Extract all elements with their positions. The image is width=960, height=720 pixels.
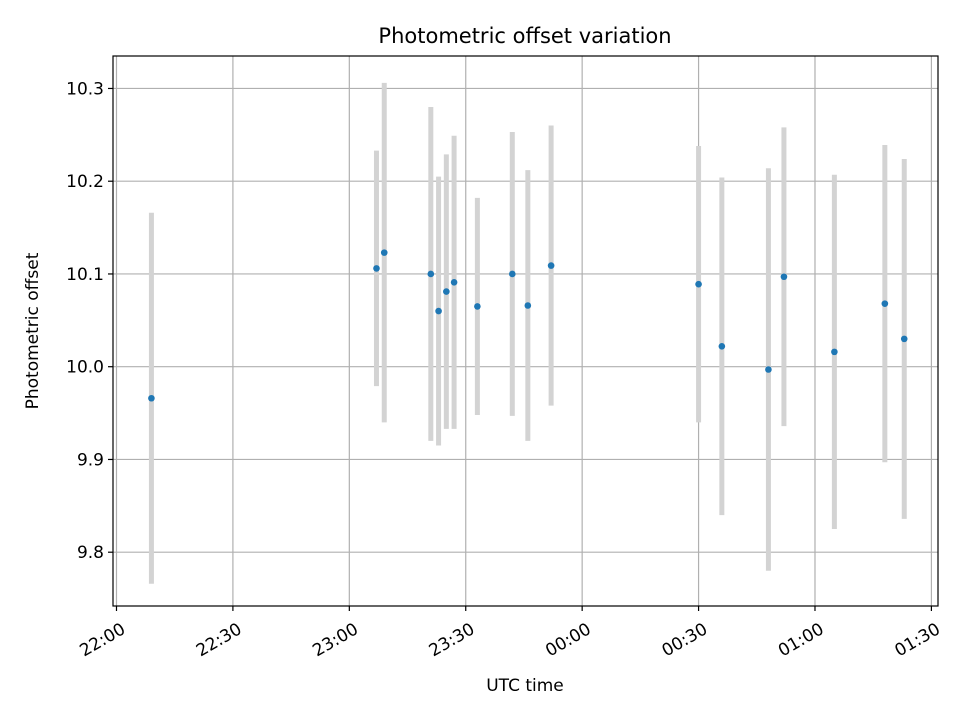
plot-frame [112,55,939,607]
data-point [881,300,889,307]
y-tick-label: 9.8 [77,543,104,563]
data-point [474,303,481,310]
data-point [765,366,772,373]
data-point [435,307,442,315]
data-point [450,279,458,286]
data-point [900,335,908,343]
y-tick-label: 9.9 [77,450,104,470]
data-point [547,262,555,269]
y-tick-label: 10.3 [66,79,104,99]
data-point [524,302,532,309]
data-point [718,343,726,350]
data-points [148,249,908,402]
data-point [427,270,435,278]
data-point [695,280,702,288]
y-tick-label: 10.2 [66,172,104,192]
data-point [443,288,450,295]
data-point [831,348,838,356]
chart-title: Photometric offset variation [378,24,671,48]
data-point [780,273,788,281]
x-axis-label: UTC time [486,676,564,696]
y-axis-label: Photometric offset [23,252,43,409]
y-tick-label: 10.1 [66,265,104,285]
data-point [148,394,155,402]
y-tick-label: 10.0 [66,358,104,378]
data-point [373,265,380,272]
data-point [509,270,516,278]
data-point [380,249,388,256]
y-axis-ticks: 9.8 9.9 10.0 10.1 10.2 10.3 [66,79,113,563]
